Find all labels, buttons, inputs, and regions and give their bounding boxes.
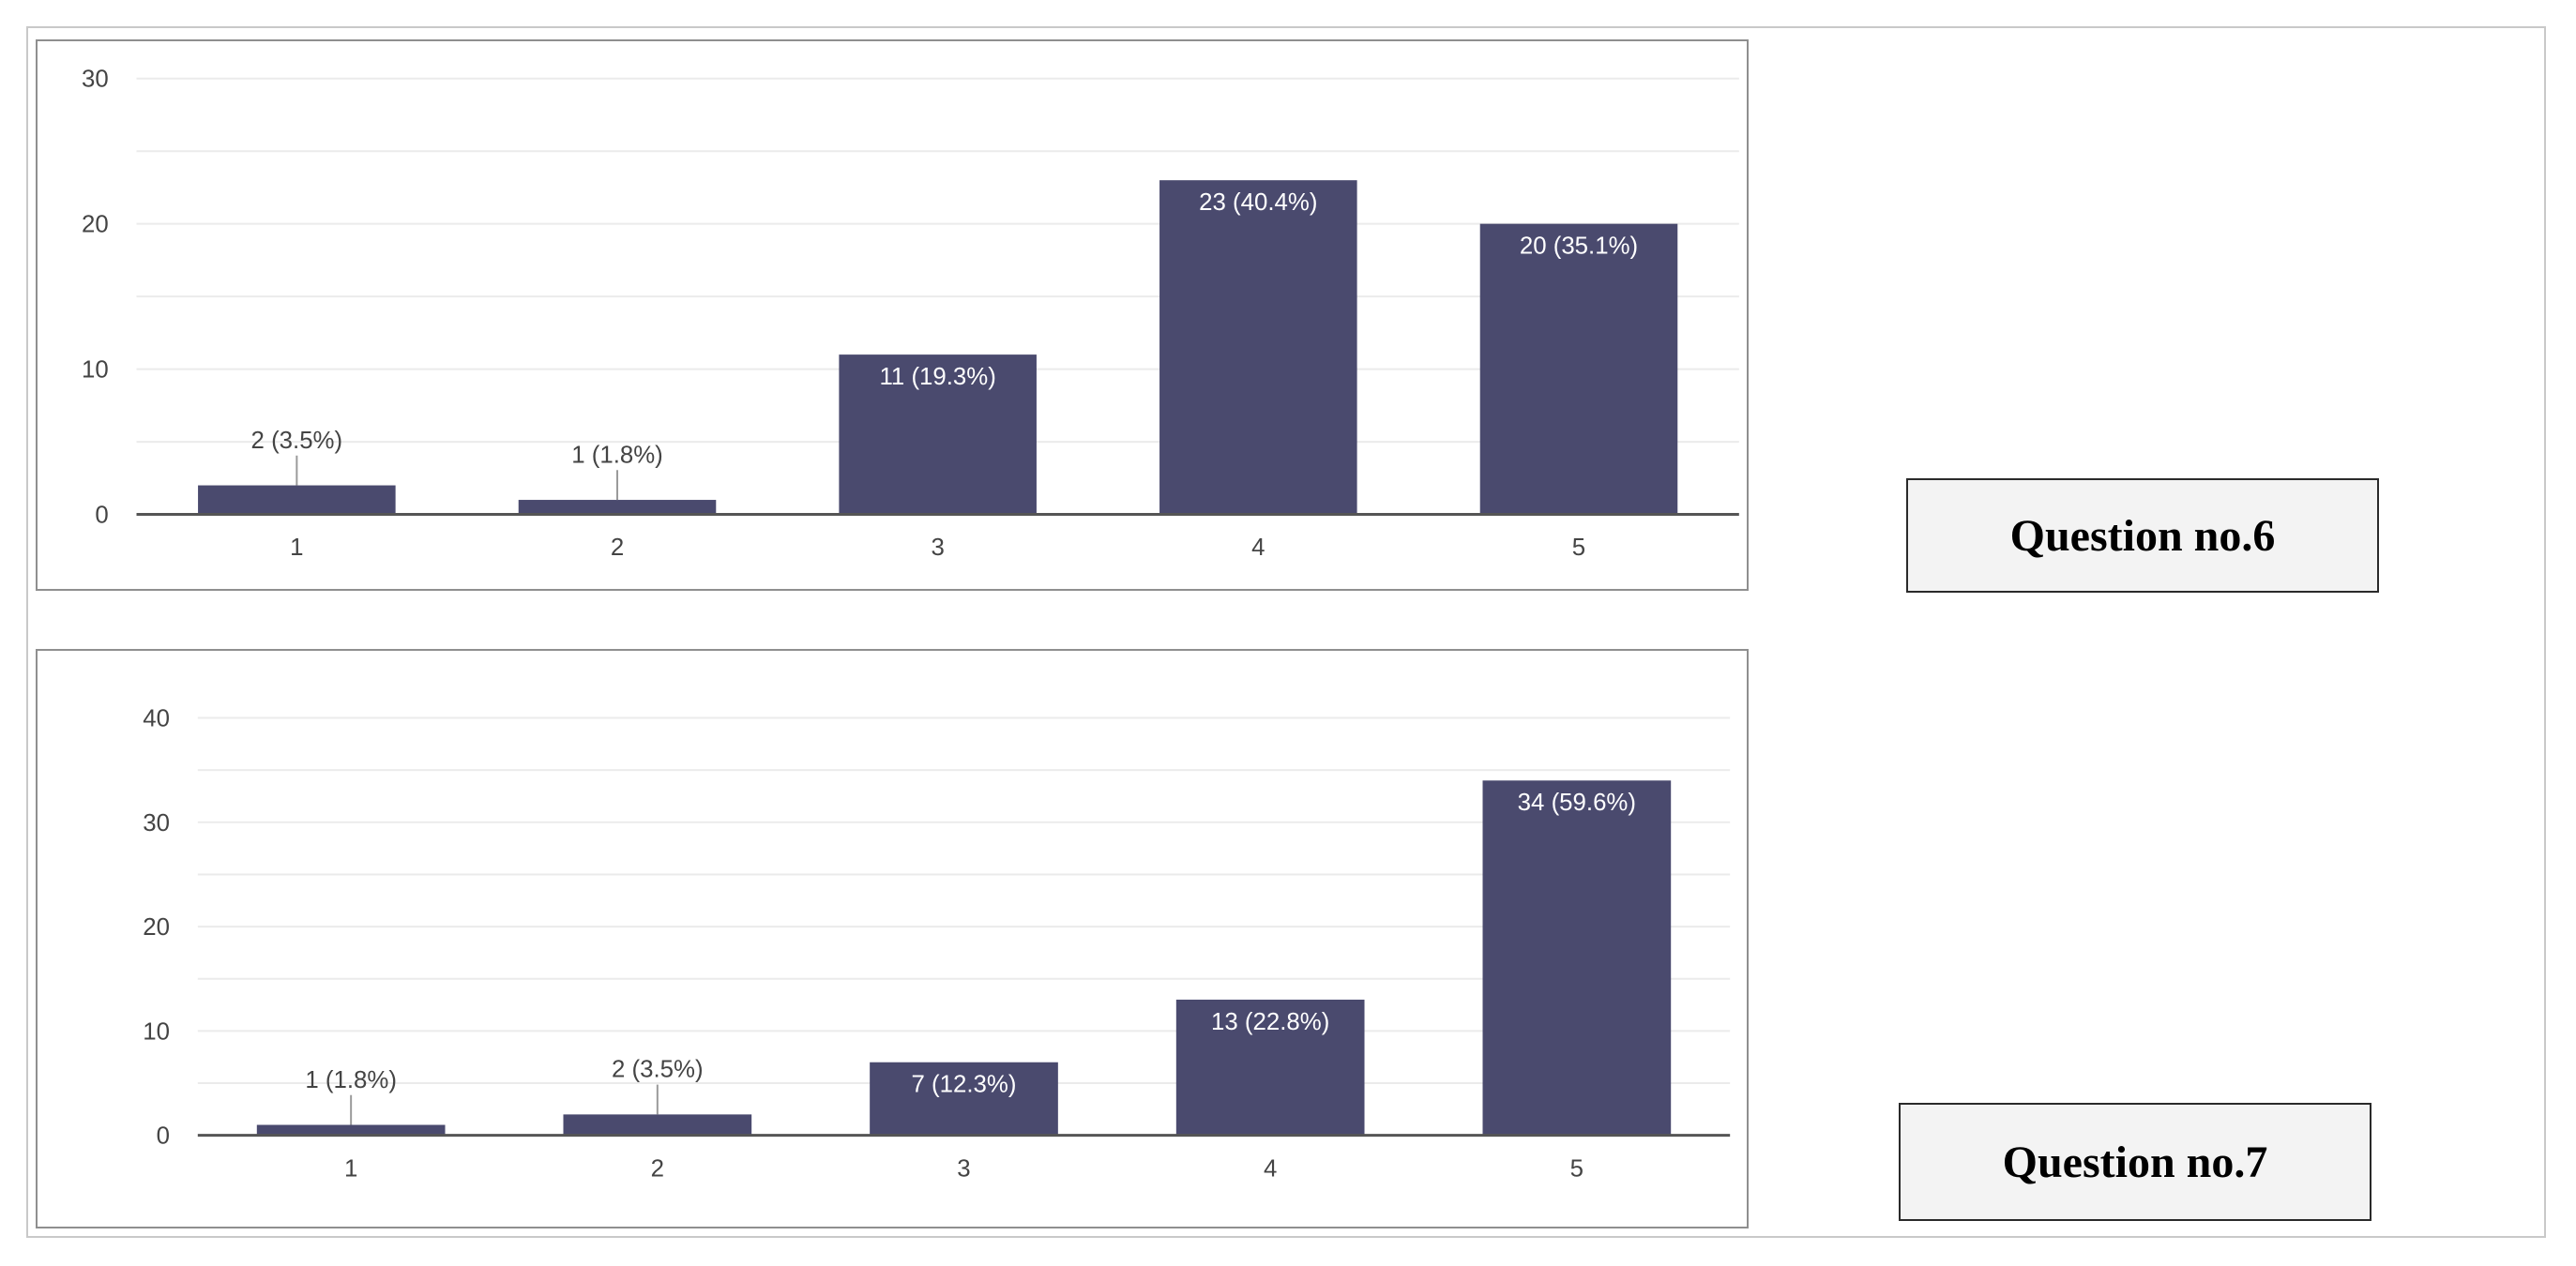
chart1-data-label: 23 (40.4%)	[1199, 189, 1317, 216]
chart1-data-label: 1 (1.8%)	[571, 442, 663, 468]
chart1-bar-3	[839, 354, 1037, 515]
chart2-ytick-label: 10	[143, 1018, 170, 1045]
chart1-bar-1	[198, 485, 396, 515]
chart2-xtick-label: 2	[651, 1155, 664, 1182]
chart2-bar-4	[1175, 999, 1365, 1136]
bar-chart-question-7: 0 10 20 30 40 1 (1.8%) 1 2 (3.5%) 2 7 (12.3%) 3 13 …	[143, 705, 1731, 1182]
chart2-bar-3	[870, 1062, 1058, 1136]
chart1-bar-4	[1159, 180, 1357, 515]
bar-chart-question-6: 0 10 20 30 2 (3.5%) 1 1 (1.8%) 2 11 (19.3%) 3 23 (…	[82, 67, 1739, 561]
chart2-ytick-label: 30	[143, 810, 170, 836]
chart2-ytick-label: 20	[143, 914, 170, 941]
chart1-xtick-label: 2	[611, 535, 624, 561]
question-7-label: Question no.7	[1899, 1103, 2371, 1221]
chart1-data-label: 2 (3.5%)	[251, 428, 343, 454]
chart1-ytick-label: 10	[82, 357, 109, 384]
chart1-ytick-label: 0	[95, 502, 108, 528]
chart2-xtick-label: 1	[344, 1155, 357, 1182]
chart2-data-label: 34 (59.6%)	[1518, 790, 1636, 816]
question-6-label: Question no.6	[1906, 478, 2379, 593]
chart-panel-question-6: 0 10 20 30 2 (3.5%) 1 1 (1.8%) 2 11 (19.3%) 3 23 (…	[36, 39, 1749, 591]
chart2-data-label: 13 (22.8%)	[1211, 1009, 1329, 1035]
chart-panel-question-7: 0 10 20 30 40 1 (1.8%) 1 2 (3.5%) 2 7 (12.3%) 3 13 …	[36, 649, 1749, 1228]
chart2-ytick-label: 40	[143, 705, 170, 731]
chart1-ytick-label: 30	[82, 67, 109, 93]
chart1-xtick-label: 4	[1251, 535, 1265, 561]
chart2-ytick-label: 0	[157, 1123, 170, 1150]
chart1-xtick-label: 5	[1572, 535, 1585, 561]
chart1-bar-2	[518, 500, 717, 515]
chart1-data-label: 20 (35.1%)	[1520, 233, 1638, 259]
chart2-bar-2	[563, 1114, 752, 1136]
chart2-xtick-label: 4	[1264, 1155, 1277, 1182]
chart1-bar-5	[1479, 223, 1678, 515]
chart2-bar-1	[256, 1124, 446, 1136]
chart1-xtick-label: 3	[931, 535, 944, 561]
chart1-data-label: 11 (19.3%)	[879, 364, 995, 390]
chart2-data-label: 2 (3.5%)	[612, 1057, 704, 1083]
chart2-bar-5	[1482, 780, 1672, 1136]
figure-frame	[26, 26, 2546, 1238]
chart2-data-label: 1 (1.8%)	[305, 1067, 397, 1093]
chart2-xtick-label: 5	[1570, 1155, 1583, 1182]
chart1-ytick-label: 20	[82, 212, 109, 238]
chart2-data-label: 7 (12.3%)	[912, 1072, 1017, 1098]
chart1-xtick-label: 1	[290, 535, 303, 561]
chart2-xtick-label: 3	[957, 1155, 970, 1182]
